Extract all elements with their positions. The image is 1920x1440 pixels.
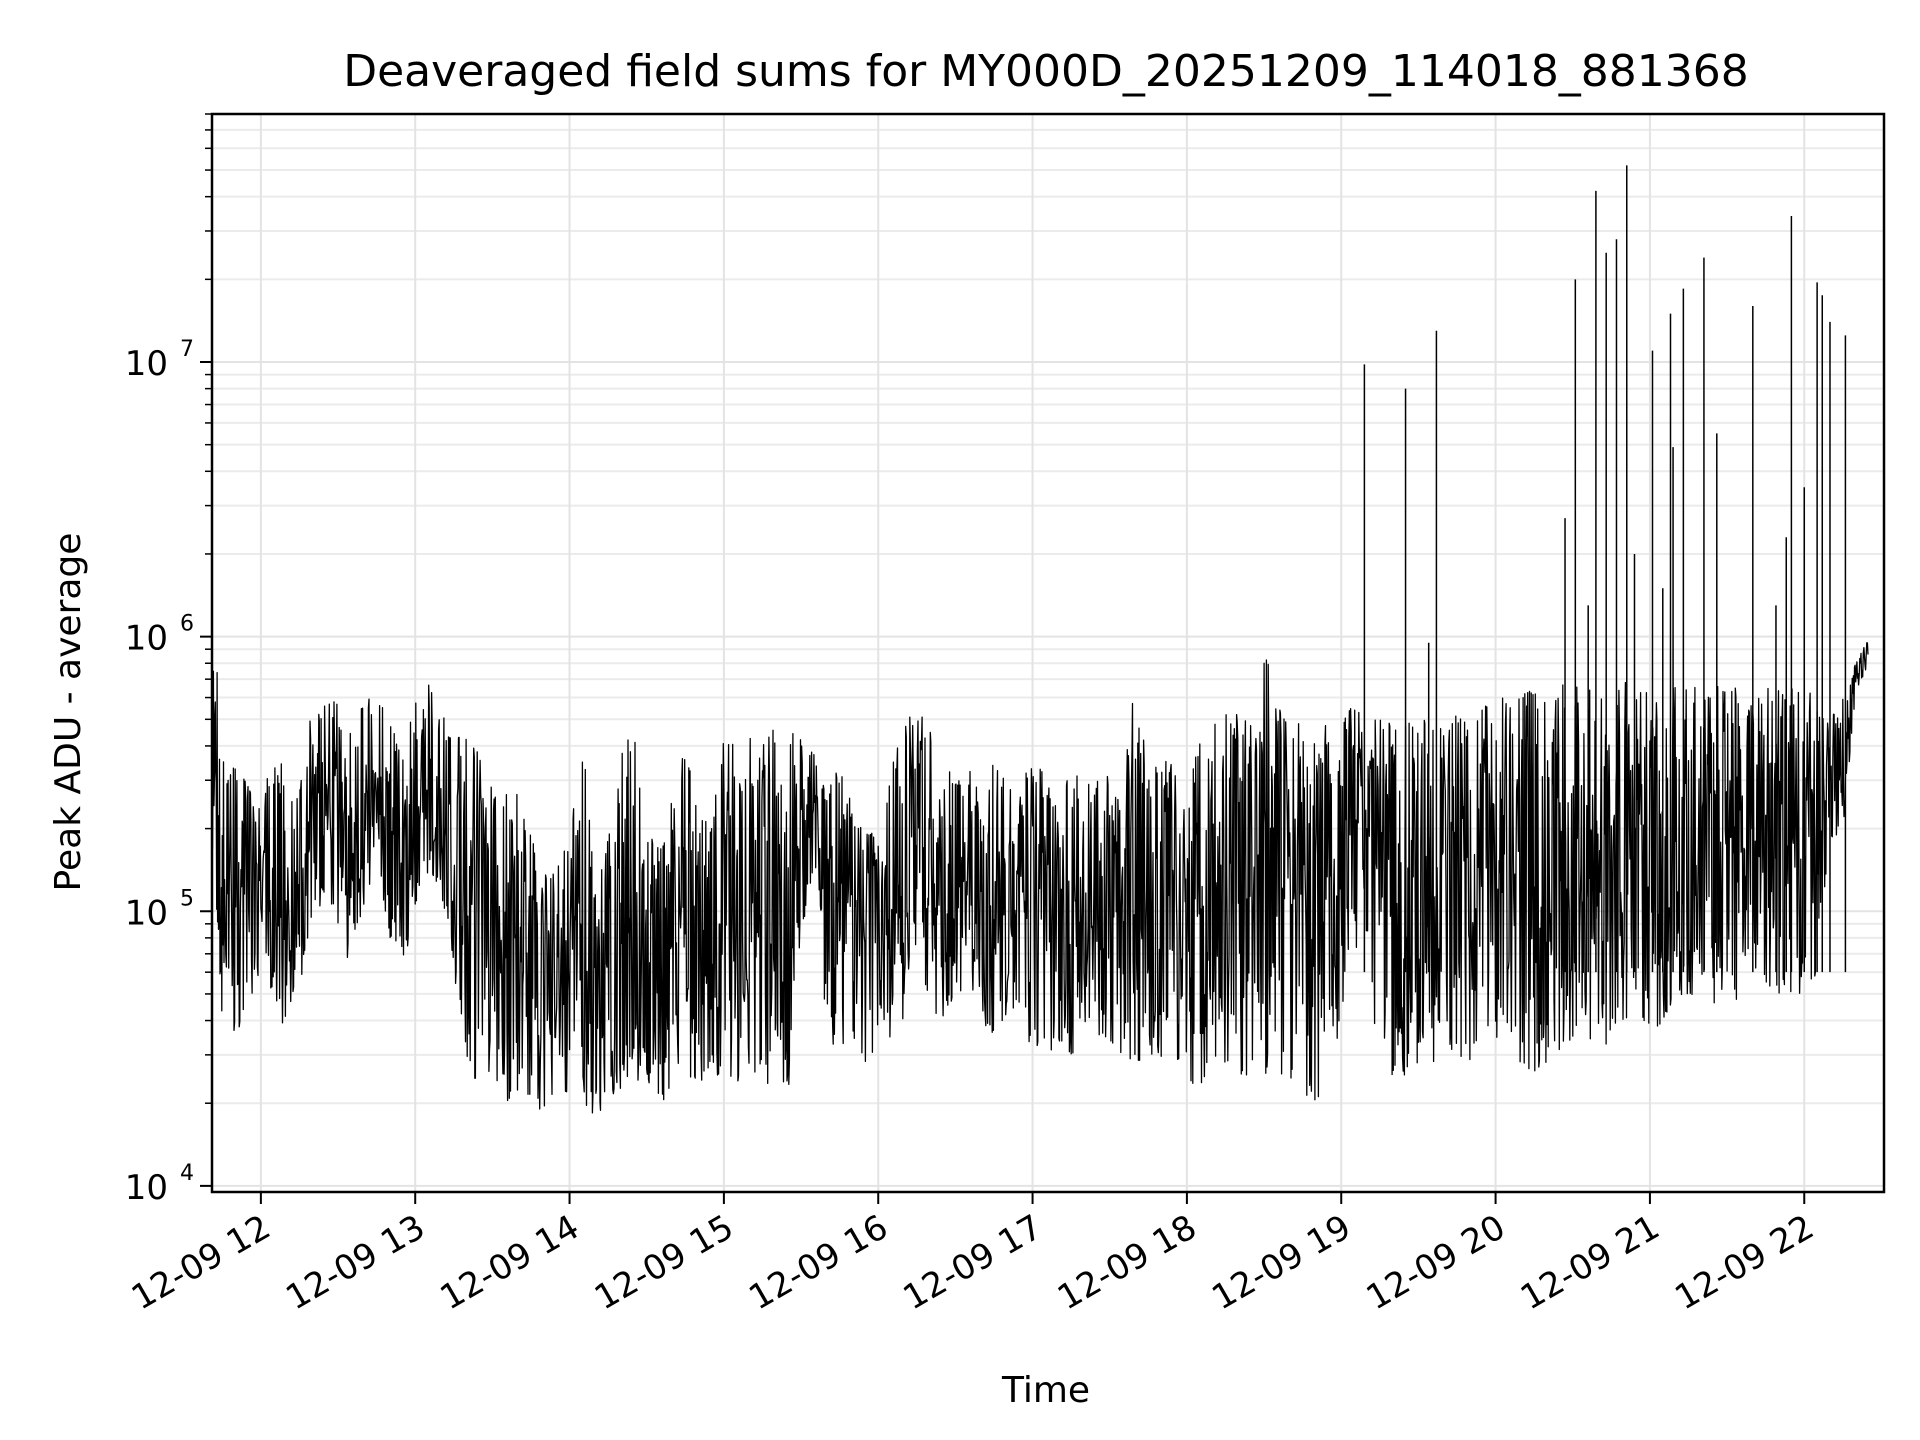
chart-title: Deaveraged field sums for MY000D_2025120… [343,46,1749,97]
y-tick-label: 10 [125,893,168,933]
x-axis-label: Time [1001,1370,1090,1411]
y-axis-label: Peak ADU - average [48,533,89,892]
y-tick-label: 10 [125,344,168,384]
plot-frame [210,112,1886,1194]
y-tick-exponent: 7 [180,337,194,362]
y-tick-exponent: 5 [180,886,194,911]
plot-area [211,165,1869,1114]
y-tick-exponent: 6 [180,612,194,637]
y-tick-exponent: 4 [180,1161,194,1186]
y-tick-label: 10 [125,1168,168,1208]
series-line [211,610,1869,1114]
y-tick-label: 10 [125,619,168,659]
y-axis: 10 4 10 5 10 6 10 7 [125,113,212,1208]
